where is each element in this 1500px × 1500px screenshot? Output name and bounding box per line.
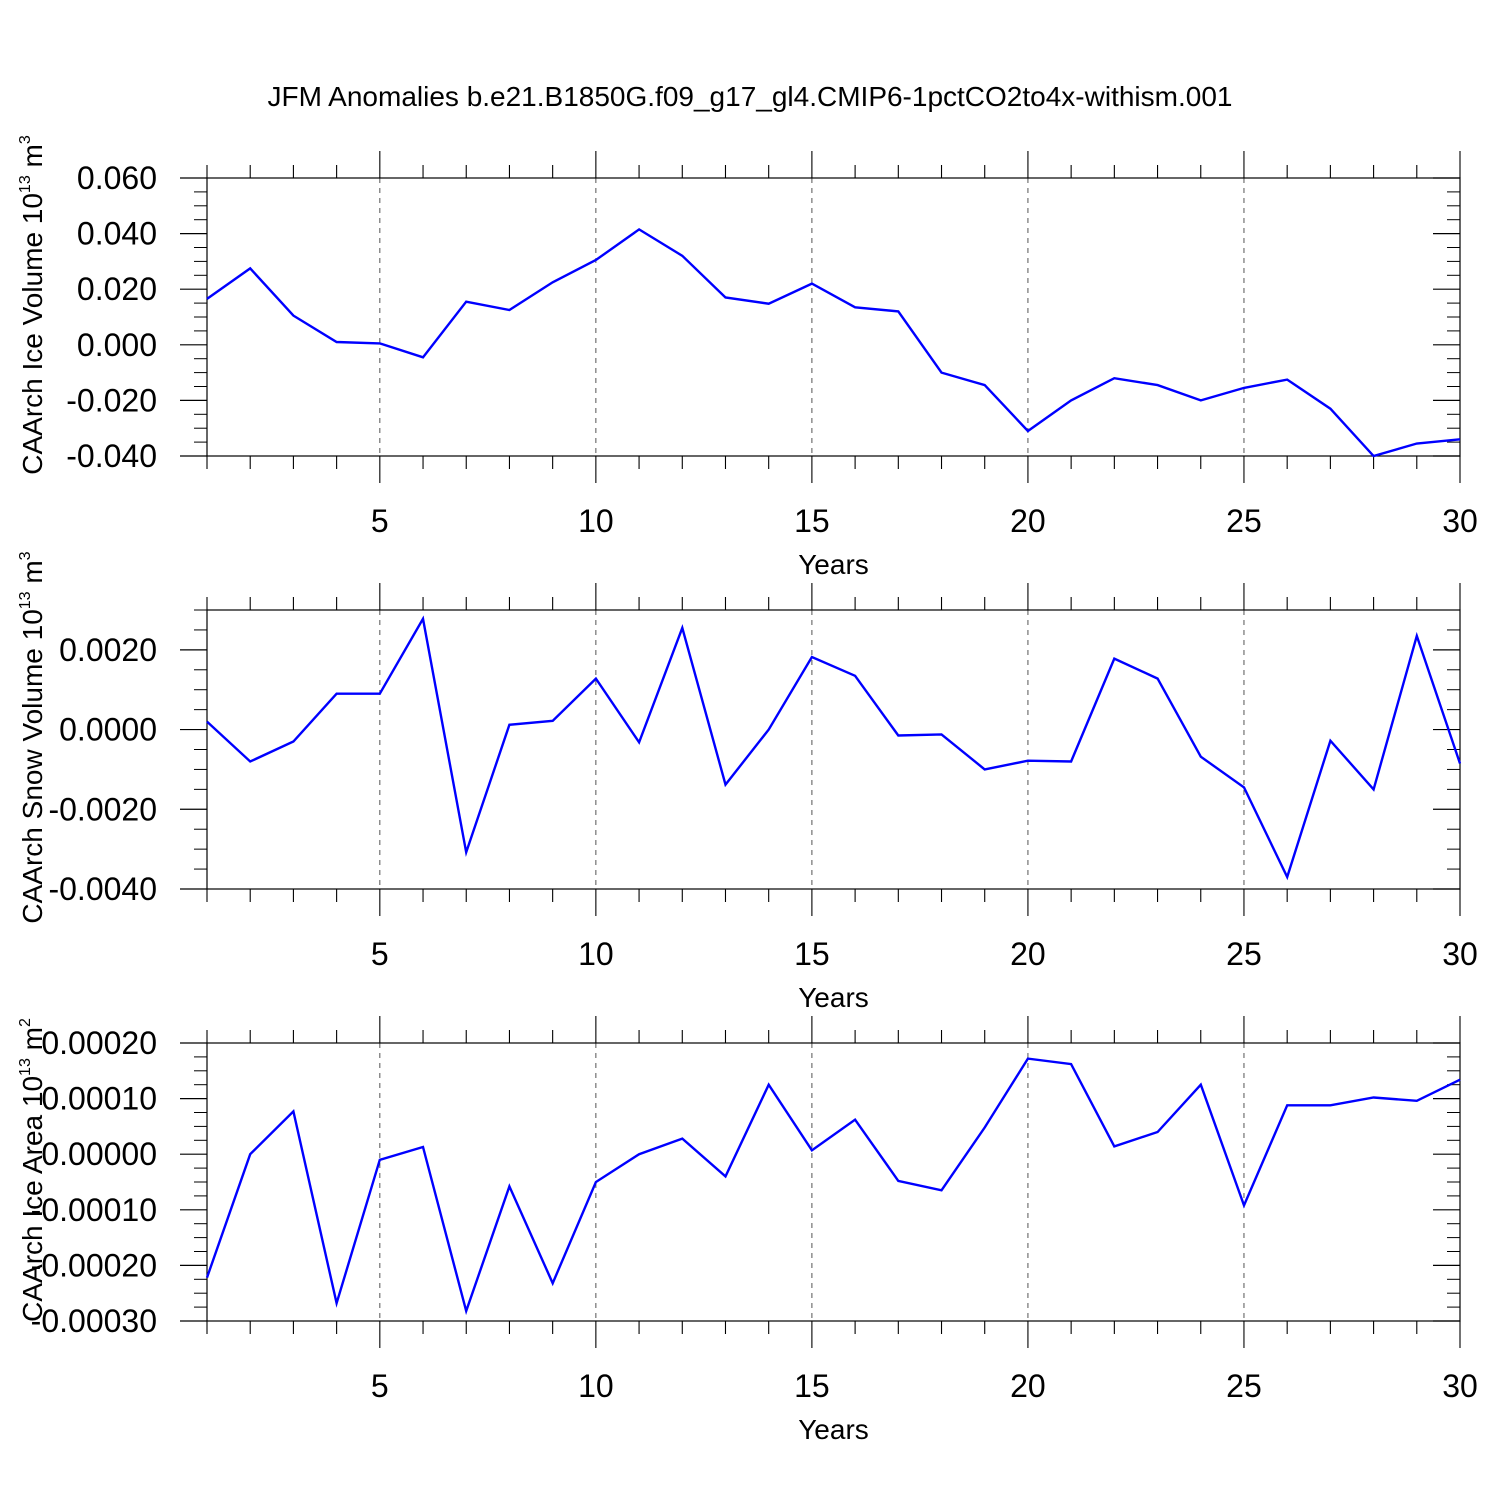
y-tick-label: -0.020 <box>66 382 157 418</box>
figure-title: JFM Anomalies b.e21.B1850G.f09_g17_gl4.C… <box>268 81 1233 112</box>
y-tick-label: 0.00000 <box>41 1136 157 1172</box>
y-tick-label: 0.00010 <box>41 1081 157 1117</box>
x-tick-label: 5 <box>371 1368 389 1404</box>
y-tick-label: -0.0020 <box>48 791 157 827</box>
x-tick-label: 20 <box>1010 503 1046 539</box>
y-tick-label: -0.00020 <box>31 1247 157 1283</box>
x-tick-label: 25 <box>1226 936 1262 972</box>
x-tick-label: 25 <box>1226 1368 1262 1404</box>
x-axis-label: Years <box>798 549 869 580</box>
panels: -0.040 -0.020 0.000 0.020 0.040 0.060 5 10 15 20 2… <box>17 135 1478 1445</box>
x-tick-label: 15 <box>794 1368 830 1404</box>
x-tick-label: 20 <box>1010 936 1046 972</box>
series-line <box>206 615 1462 881</box>
x-axis-label: Years <box>798 1414 869 1445</box>
y-tick-label: 0.0020 <box>59 632 157 668</box>
plot-frame <box>206 177 1461 457</box>
series-line <box>206 227 1461 458</box>
x-tick-label: 5 <box>371 503 389 539</box>
y-tick-label: 0.040 <box>77 216 157 252</box>
y-tick-label: -0.00030 <box>31 1303 157 1339</box>
x-tick-label: 20 <box>1010 1368 1046 1404</box>
x-axis-label: Years <box>798 982 869 1013</box>
x-tick-label: 10 <box>578 936 614 972</box>
y-tick-label: 0.020 <box>77 271 157 307</box>
y-tick-label: 0.000 <box>77 327 157 363</box>
x-tick-label: 30 <box>1442 936 1478 972</box>
x-tick-label: 15 <box>794 503 830 539</box>
x-tick-label: 30 <box>1442 503 1478 539</box>
x-tick-label: 5 <box>371 936 389 972</box>
y-tick-label: 0.0000 <box>59 712 157 748</box>
x-tick-label: 15 <box>794 936 830 972</box>
panel-3: -0.00030 -0.00020 -0.00010 0.00000 0.00010 0.… <box>17 1016 1478 1445</box>
x-tick-label: 10 <box>578 1368 614 1404</box>
panel-2: -0.0040 -0.0020 0.0000 0.0020 5 10 15 20 25 30 Yea… <box>17 551 1478 1013</box>
y-tick-label: -0.040 <box>66 438 157 474</box>
y-axis-label: CAArch Ice Area 1013 m2 <box>17 1018 48 1322</box>
y-tick-label: -0.0040 <box>48 871 157 907</box>
y-axis-label: CAArch Ice Volume 1013 m3 <box>17 135 48 475</box>
x-tick-label: 10 <box>578 503 614 539</box>
y-tick-label: 0.060 <box>77 160 157 196</box>
series-line <box>205 1057 1461 1316</box>
x-tick-label: 25 <box>1226 503 1262 539</box>
y-axis-label: CAArch Snow Volume 1013 m3 <box>17 551 48 923</box>
x-tick-label: 30 <box>1442 1368 1478 1404</box>
y-tick-label: 0.00020 <box>41 1025 157 1061</box>
y-tick-label: -0.00010 <box>31 1192 157 1228</box>
plot-frame <box>206 1042 1461 1322</box>
panel-1: -0.040 -0.020 0.000 0.020 0.040 0.060 5 10 15 20 2… <box>17 135 1478 580</box>
